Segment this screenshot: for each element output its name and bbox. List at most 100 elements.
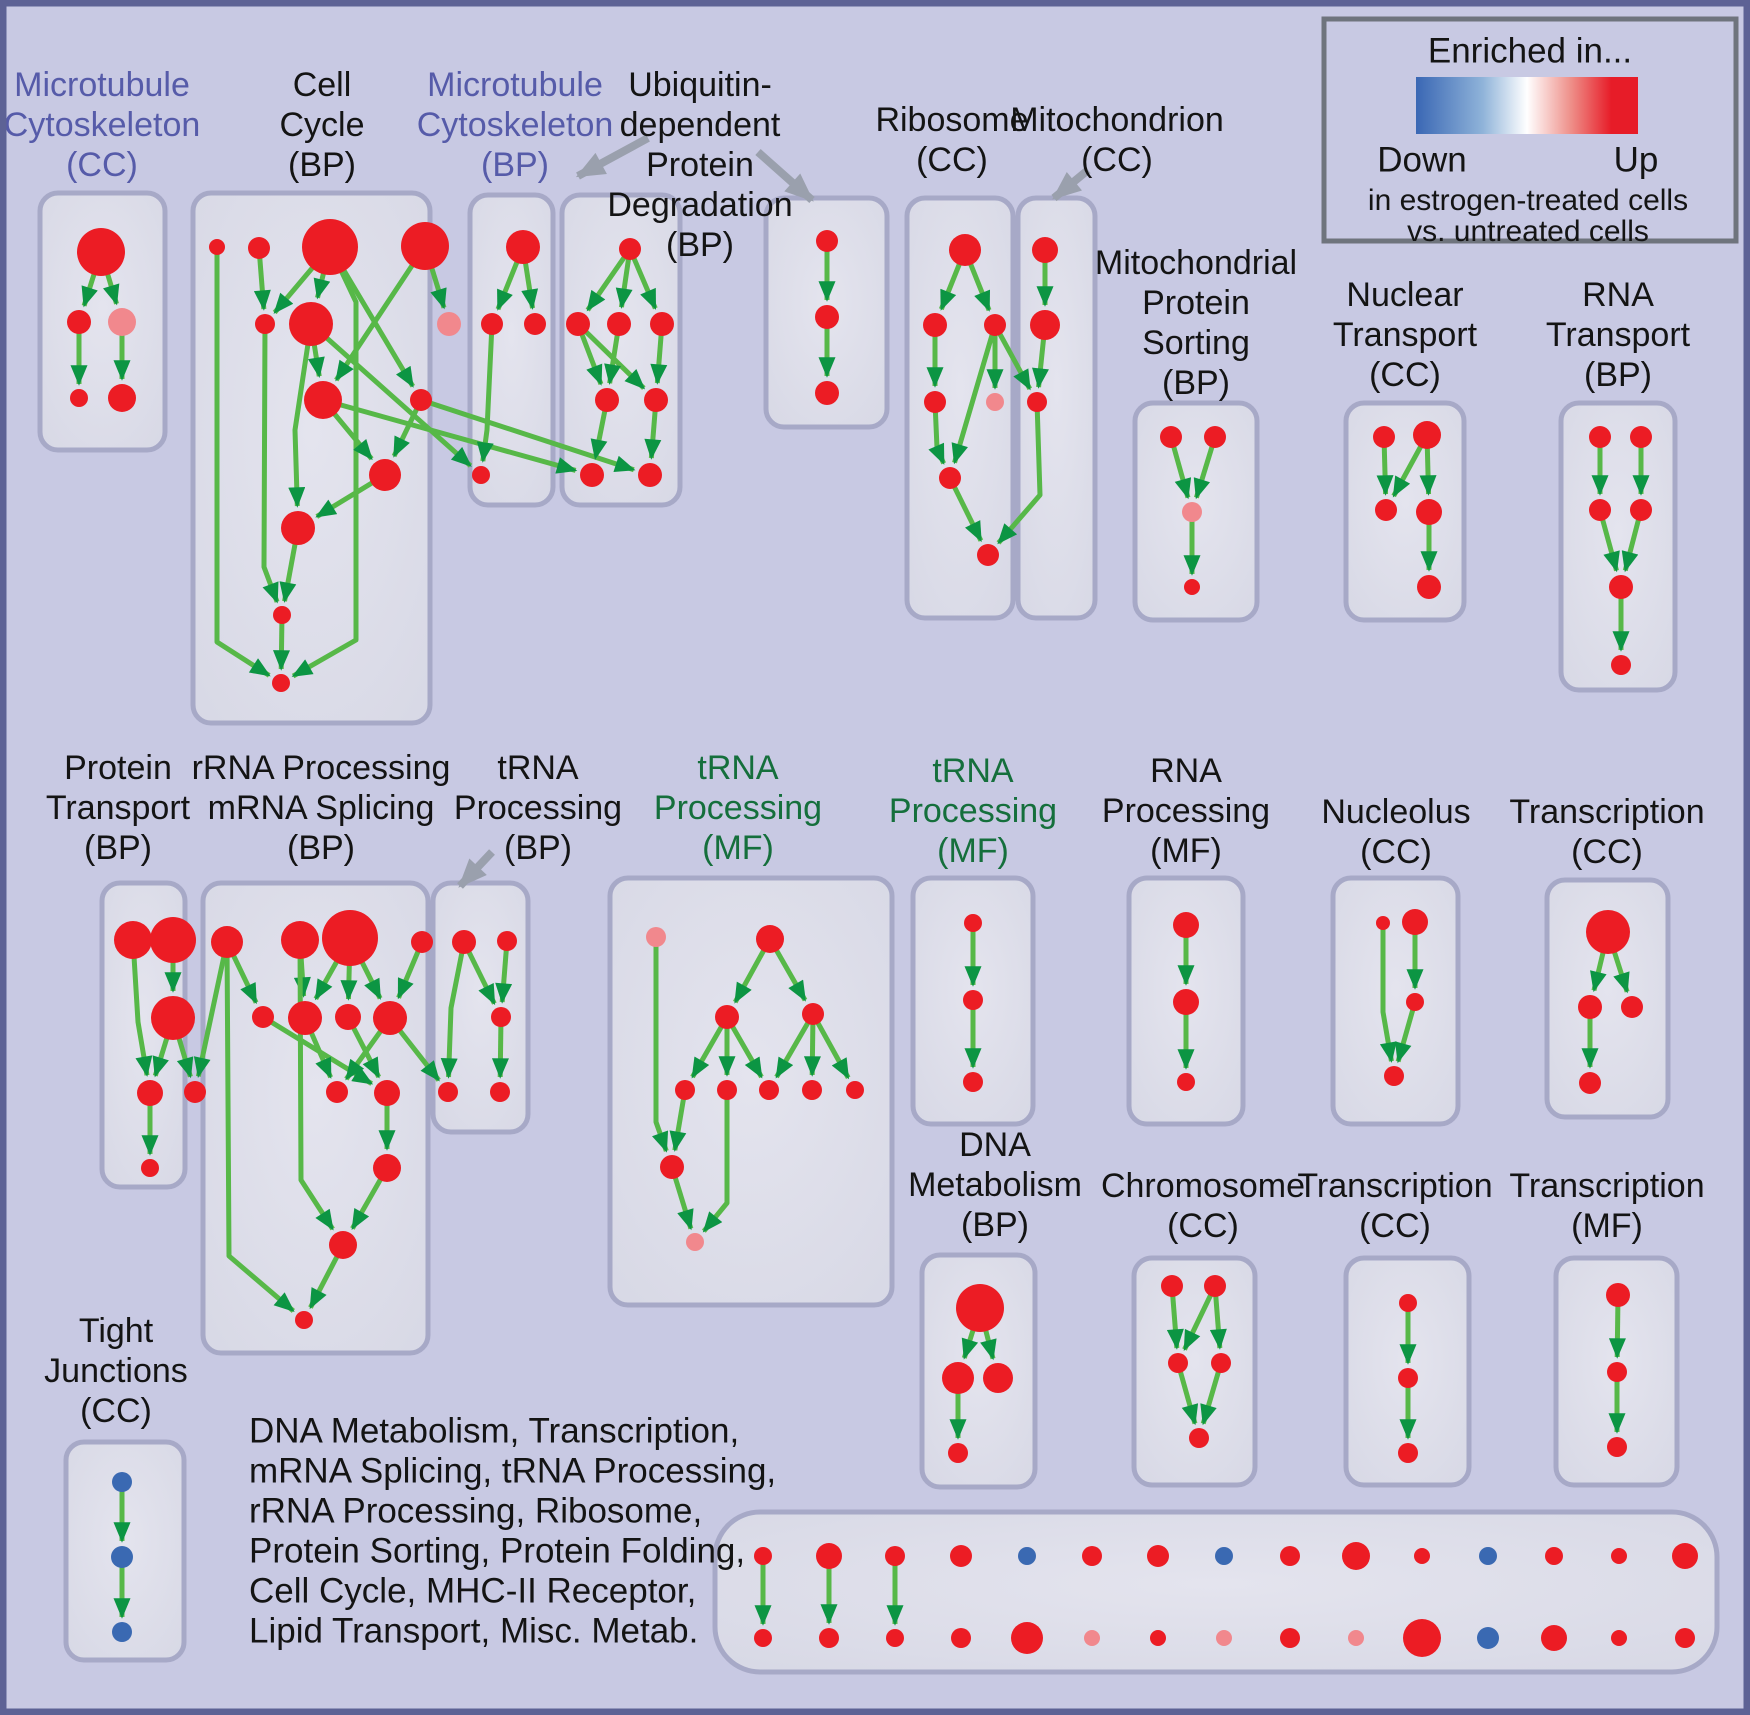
edge-arrow — [309, 322, 473, 468]
go-term-node — [491, 1007, 511, 1027]
group-box-ubiquitin-degradation-bp-1 — [559, 192, 683, 508]
go-term-node — [1541, 1625, 1567, 1651]
nodes-layer — [67, 219, 1698, 1657]
group-label-ubiquitin-degradation-bp-1: dependent — [620, 106, 781, 144]
group-label-mitochondrial-protein-sorting-bp: Mitochondrial — [1095, 244, 1297, 282]
group-label-transcription-mf: (MF) — [1571, 1207, 1643, 1245]
go-term-node — [1416, 499, 1442, 525]
go-term-node — [1609, 575, 1633, 599]
go-term-node — [111, 1546, 133, 1568]
go-term-node — [923, 313, 947, 337]
go-term-node — [951, 1628, 971, 1648]
go-term-node — [924, 391, 946, 413]
go-term-node — [885, 1546, 905, 1566]
go-term-node — [816, 1543, 842, 1569]
group-box-misc-terms — [712, 1509, 1720, 1675]
go-term-node — [1477, 1627, 1499, 1649]
edge-arrow — [951, 324, 998, 465]
go-term-node — [1545, 1547, 1563, 1565]
go-term-node — [675, 1080, 695, 1100]
go-term-node — [1173, 912, 1199, 938]
group-label-nucleolus-cc: Nucleolus — [1321, 793, 1470, 831]
go-term-node — [1204, 426, 1226, 448]
go-term-node — [373, 1001, 407, 1035]
edge-arrow — [576, 322, 646, 390]
go-term-node — [524, 313, 546, 335]
group-label-mitochondrial-protein-sorting-bp: Protein — [1142, 284, 1250, 322]
go-term-node — [1606, 1283, 1630, 1307]
go-term-node — [1479, 1547, 1497, 1565]
group-box-nuclear-transport-cc — [1343, 400, 1467, 623]
label-pointer-arrow-icon — [1051, 166, 1091, 202]
edge-arrow — [1175, 1362, 1199, 1426]
go-term-node — [1168, 1353, 1188, 1373]
go-term-node — [815, 305, 839, 329]
go-term-node — [335, 1004, 361, 1030]
group-label-mitochondrial-protein-sorting-bp: (BP) — [1162, 364, 1230, 402]
go-term-node — [619, 238, 641, 260]
misc-note-line: DNA Metabolism, Transcription, — [249, 1411, 739, 1450]
go-term-node — [1150, 1630, 1166, 1646]
go-term-node — [759, 1080, 779, 1100]
group-label-ribosome-cc: Ribosome — [875, 101, 1028, 139]
go-term-node — [816, 230, 838, 252]
go-term-node — [437, 312, 461, 336]
group-label-trna-processing-mf-1: (MF) — [702, 829, 774, 867]
group-label-tight-junctions-cc: (CC) — [80, 1392, 152, 1430]
group-label-dna-metabolism-bp: (BP) — [961, 1206, 1029, 1244]
edge-arrow — [440, 941, 467, 1079]
go-term-node — [211, 926, 243, 958]
legend-gradient-bar — [1416, 77, 1638, 134]
group-label-trna-processing-bp: tRNA — [497, 749, 579, 787]
go-term-node — [1414, 1548, 1430, 1564]
group-label-trna-processing-mf-2: Processing — [889, 792, 1057, 830]
go-term-node — [112, 1472, 132, 1492]
edge-arrow — [1182, 1284, 1218, 1352]
go-term-node — [646, 927, 666, 947]
pointer-arrows-layer — [457, 134, 1091, 889]
go-term-node — [754, 1547, 772, 1565]
go-term-node — [112, 1622, 132, 1642]
go-term-node — [1032, 237, 1058, 263]
group-label-dna-metabolism-bp: DNA — [959, 1126, 1031, 1164]
go-term-node — [452, 930, 476, 954]
go-term-node — [1672, 1543, 1698, 1569]
go-term-node — [248, 237, 270, 259]
go-term-node — [846, 1081, 864, 1099]
group-label-chromosome-cc: Chromosome — [1101, 1167, 1305, 1205]
go-term-node — [1675, 1628, 1695, 1648]
go-term-node — [1189, 1428, 1209, 1448]
group-label-protein-transport-bp: Protein — [64, 749, 172, 787]
go-term-node — [289, 302, 333, 346]
go-term-node — [1417, 575, 1441, 599]
legend-title: Enriched in... — [1428, 31, 1632, 70]
group-box-rrna-processing-mrna-splicing-bp — [200, 880, 431, 1356]
go-term-node — [1216, 1630, 1232, 1646]
go-term-node — [1211, 1353, 1231, 1373]
go-term-node — [329, 1231, 357, 1259]
go-term-node — [802, 1003, 824, 1025]
go-term-node — [756, 925, 784, 953]
group-label-rrna-processing-mrna-splicing-bp: mRNA Splicing — [208, 789, 435, 827]
go-term-node — [819, 1628, 839, 1648]
group-label-protein-transport-bp: Transport — [46, 789, 191, 827]
go-term-node — [964, 914, 982, 932]
go-term-node — [1177, 1073, 1195, 1091]
edge-arrow — [130, 939, 153, 1077]
go-term-node — [1398, 1443, 1418, 1463]
go-term-node — [1280, 1628, 1300, 1648]
go-term-node — [151, 996, 195, 1040]
go-term-node — [108, 384, 136, 412]
go-term-node — [1173, 989, 1199, 1015]
edge-arrow — [214, 247, 271, 678]
group-label-rna-transport-bp: (BP) — [1584, 356, 1652, 394]
go-term-node — [137, 1080, 163, 1106]
label-pointer-arrow-icon — [575, 134, 650, 180]
group-label-rna-transport-bp: RNA — [1582, 276, 1654, 314]
go-term-node — [717, 1080, 737, 1100]
go-term-node — [67, 310, 91, 334]
go-term-node — [1384, 1066, 1404, 1086]
group-label-transcription-mf: Transcription — [1509, 1167, 1704, 1205]
go-term-node — [295, 1311, 313, 1329]
go-term-node — [939, 467, 961, 489]
